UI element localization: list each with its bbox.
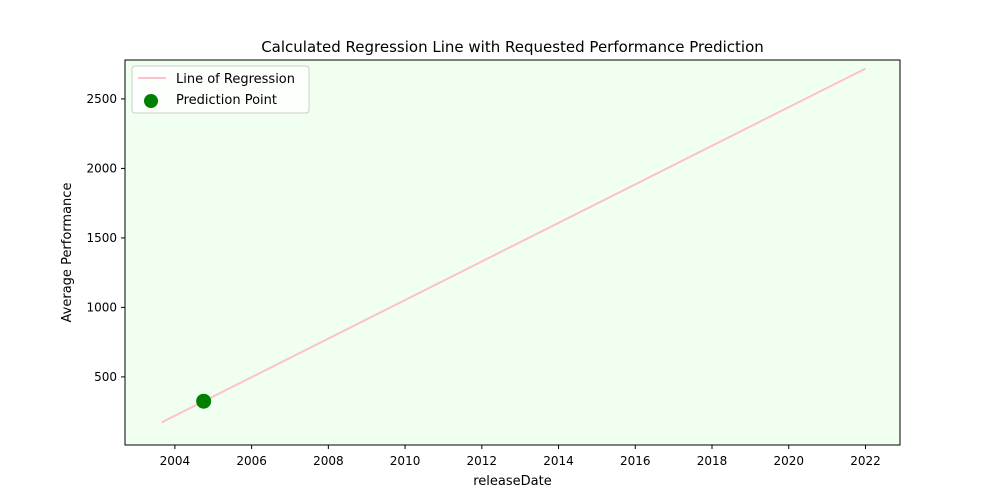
y-tick-label: 1000 (86, 300, 117, 314)
legend-label-prediction-point: Prediction Point (176, 93, 277, 108)
regression-line (160, 67, 866, 424)
legend-label-line-of-regression: Line of Regression (176, 72, 295, 87)
legend: Line of Regression Prediction Point (131, 65, 310, 114)
x-tick-label: 2022 (850, 454, 881, 468)
y-axis: 500 1000 1500 2000 2500 (86, 92, 125, 384)
chart-title: Calculated Regression Line with Requeste… (261, 38, 764, 56)
x-tick-label: 2012 (467, 454, 498, 468)
x-tick-label: 2004 (160, 454, 191, 468)
y-tick-label: 1500 (86, 231, 117, 245)
prediction-point (196, 393, 212, 409)
y-axis-label: Average Performance (60, 183, 75, 323)
x-axis-label: releaseDate (473, 474, 551, 489)
y-tick-label: 500 (94, 370, 117, 384)
x-tick-label: 2016 (620, 454, 651, 468)
x-tick-label: 2020 (773, 454, 804, 468)
x-tick-label: 2008 (313, 454, 344, 468)
x-tick-label: 2006 (236, 454, 267, 468)
plot-frame (124, 59, 901, 446)
x-tick-label: 2018 (697, 454, 728, 468)
plot-area (125, 60, 900, 445)
y-tick-label: 2000 (86, 161, 117, 175)
x-tick-label: 2014 (543, 454, 574, 468)
legend-swatch-prediction-point (144, 94, 158, 108)
data-layer (160, 67, 866, 424)
y-tick-label: 2500 (86, 92, 117, 106)
legend-box (131, 65, 310, 114)
x-axis: 2004 2006 2008 2010 2012 2014 2016 2018 2020 2022 (160, 445, 881, 468)
x-tick-label: 2010 (390, 454, 421, 468)
